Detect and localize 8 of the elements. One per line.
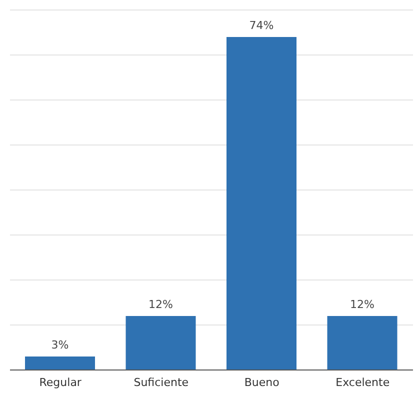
data-label: 12% (148, 298, 173, 311)
x-tick-label: Bueno (244, 376, 280, 389)
data-label: 74% (249, 19, 274, 32)
data-label: 3% (51, 338, 69, 352)
x-tick-label: Excelente (336, 376, 390, 389)
x-tick-label: Suficiente (134, 376, 189, 389)
data-label: 12% (350, 298, 374, 311)
x-tick-label: Regular (39, 376, 82, 389)
